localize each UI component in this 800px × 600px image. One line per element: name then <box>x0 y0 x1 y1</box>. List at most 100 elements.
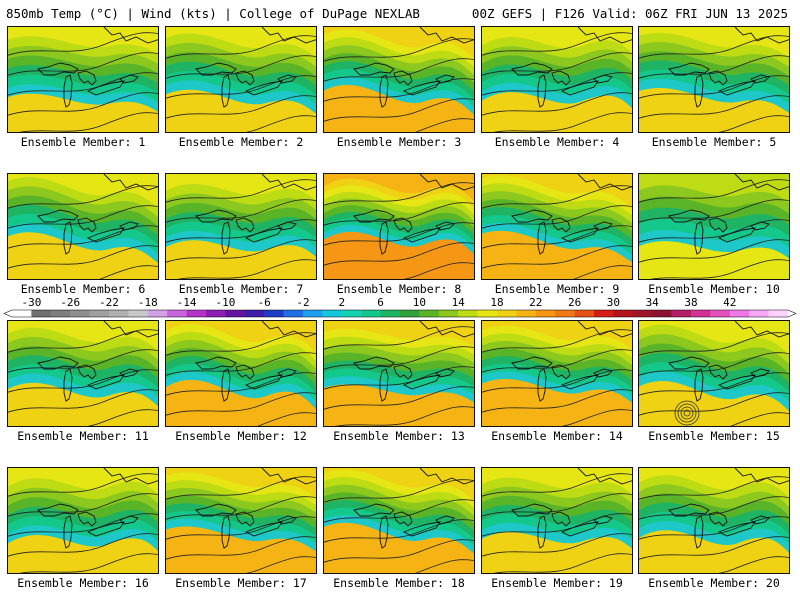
lake-outline <box>511 356 553 370</box>
height-contour <box>482 329 632 353</box>
lake-outline <box>402 80 441 96</box>
lake-outline <box>551 217 571 233</box>
lake-outline <box>511 62 553 76</box>
ensemble-member-label: Ensemble Member: 19 <box>491 576 623 590</box>
lake-outline <box>77 364 97 380</box>
lake-outline <box>750 368 770 378</box>
height-contour <box>718 556 789 573</box>
height-contour <box>482 32 632 56</box>
temperature-map <box>639 321 789 426</box>
lake-outline <box>393 364 413 380</box>
lake-outline <box>77 70 97 86</box>
colorbar-swatch <box>671 310 692 317</box>
colorbar-swatch <box>12 310 32 317</box>
ensemble-member-panel <box>7 26 159 133</box>
coastline <box>577 174 632 191</box>
colorbar-swatch <box>283 310 304 317</box>
lake-outline <box>593 74 613 84</box>
height-contour <box>8 533 158 557</box>
lake-outline <box>717 227 756 243</box>
colorbar-swatch <box>70 310 90 317</box>
ensemble-member-label: Ensemble Member: 7 <box>178 282 304 296</box>
height-contour <box>324 519 474 543</box>
height-contour <box>639 219 789 243</box>
colorbar-swatch <box>264 310 284 317</box>
ensemble-member-panel <box>7 467 159 574</box>
colorbar-tick-label: 34 <box>646 296 660 309</box>
height-contour <box>482 205 632 229</box>
coastline <box>103 27 158 44</box>
lake-outline <box>593 515 613 525</box>
ensemble-member-label: Ensemble Member: 20 <box>648 576 780 590</box>
height-contour <box>335 406 474 426</box>
height-contour <box>414 559 474 573</box>
height-contour <box>166 95 316 119</box>
colorbar-tick-label: 14 <box>452 296 466 309</box>
ensemble-member-panel <box>638 173 790 280</box>
temperature-band <box>166 27 316 58</box>
colorbar-tick-label: 2 <box>338 296 345 309</box>
height-contour <box>324 479 474 503</box>
lake-outline <box>708 511 728 527</box>
colorbar-tick-label: -14 <box>177 296 197 309</box>
temperature-band <box>324 468 474 501</box>
height-contour <box>639 352 789 376</box>
lake-outline <box>277 74 297 84</box>
lake-outline <box>708 70 728 86</box>
ensemble-member-label: Ensemble Member: 3 <box>336 135 462 149</box>
lake-outline <box>750 515 770 525</box>
colorbar-swatch <box>361 310 381 317</box>
lake-outline <box>221 368 231 402</box>
height-contour <box>482 473 632 497</box>
colorbar-swatch <box>574 310 595 317</box>
temperature-map <box>324 27 474 132</box>
height-contour <box>324 499 474 523</box>
lake-outline <box>37 209 79 223</box>
colorbar-swatch <box>652 310 672 317</box>
height-contour <box>245 115 316 132</box>
lake-outline <box>77 511 97 527</box>
colorbar-swatch <box>535 310 556 317</box>
lake-outline <box>353 503 395 517</box>
colorbar-tick-label: -26 <box>60 296 80 309</box>
lake-outline <box>560 80 599 96</box>
ensemble-member-panel <box>165 467 317 574</box>
height-contour <box>482 349 632 373</box>
height-contour <box>403 262 474 279</box>
height-contour <box>8 349 158 373</box>
coastline <box>734 321 789 338</box>
lake-outline <box>379 515 389 549</box>
ensemble-member-label: Ensemble Member: 9 <box>494 282 620 296</box>
closed-contour <box>683 409 691 417</box>
lake-outline <box>37 503 79 517</box>
lake-outline <box>195 62 237 76</box>
temperature-map <box>482 174 632 279</box>
height-contour <box>324 222 474 246</box>
height-contour <box>639 179 789 203</box>
height-contour <box>8 473 158 497</box>
lake-outline <box>353 209 395 223</box>
lake-outline <box>195 209 237 223</box>
colorbar-swatch <box>244 310 265 317</box>
lake-outline <box>694 74 704 108</box>
lake-outline <box>537 74 547 108</box>
ensemble-member-label: Ensemble Member: 13 <box>333 429 465 443</box>
temperature-map <box>639 468 789 573</box>
colorbar-swatch <box>147 310 168 317</box>
colorbar-swatch <box>341 310 362 317</box>
lake-outline <box>668 356 710 370</box>
ensemble-member-panel <box>481 26 633 133</box>
ensemble-member-panel <box>638 320 790 427</box>
colorbar-swatch <box>400 310 420 317</box>
temperature-map <box>639 27 789 132</box>
lake-outline <box>511 209 553 223</box>
height-contour <box>87 409 158 426</box>
ensemble-member-label: Ensemble Member: 1 <box>20 135 146 149</box>
lake-outline <box>717 374 756 390</box>
temperature-map <box>324 174 474 279</box>
coastline <box>261 321 316 338</box>
lake-outline <box>235 217 255 233</box>
lake-outline <box>750 74 770 84</box>
height-contour <box>639 95 789 119</box>
height-contour <box>8 369 158 393</box>
